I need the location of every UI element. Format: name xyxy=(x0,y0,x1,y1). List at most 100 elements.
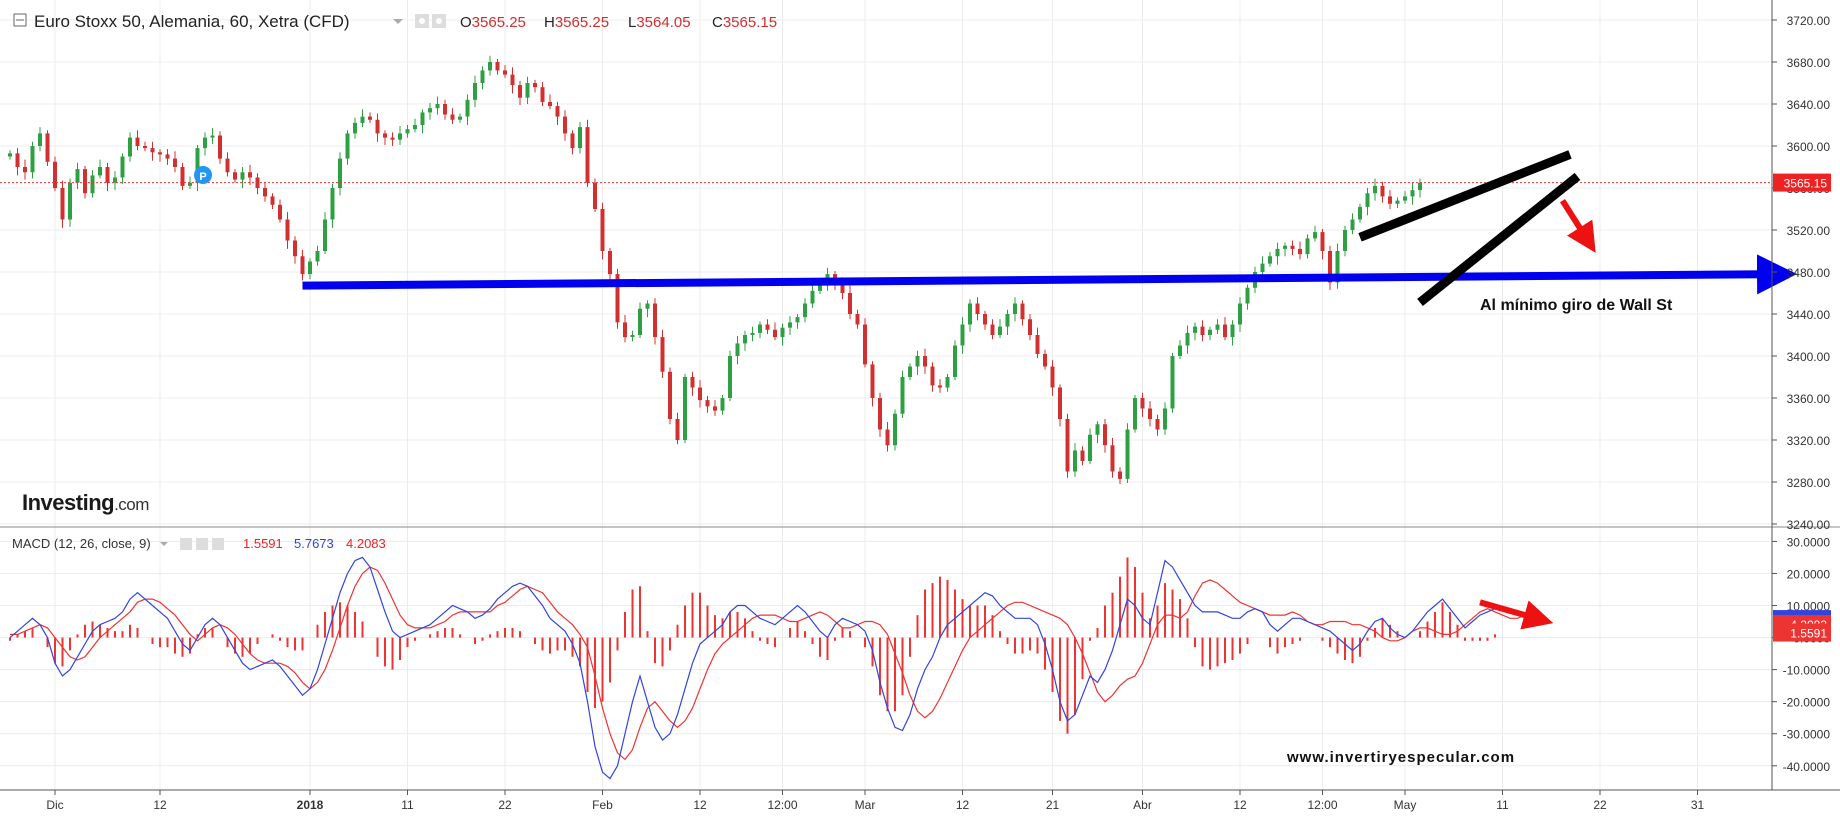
candle-body xyxy=(540,87,545,102)
price-tick-label: 3320.00 xyxy=(1787,434,1831,448)
candle-body xyxy=(1388,196,1392,204)
candle-body xyxy=(810,290,815,304)
candle-body xyxy=(968,303,972,325)
candle-body xyxy=(105,167,110,183)
candle-body xyxy=(158,152,162,155)
candle-body xyxy=(975,303,980,314)
gear-icon[interactable] xyxy=(196,538,208,550)
drawings[interactable] xyxy=(302,150,1797,306)
chevron-down-icon[interactable] xyxy=(160,542,168,546)
candle-body xyxy=(615,274,620,323)
macd-tick-label: 10.0000 xyxy=(1787,600,1831,614)
macd-tick-label: 20.0000 xyxy=(1787,567,1831,581)
macd-grid xyxy=(0,540,1772,767)
support-line xyxy=(302,254,1797,295)
settings-icon[interactable] xyxy=(415,14,429,28)
symbol-header[interactable]: Euro Stoxx 50, Alemania, 60, Xetra (CFD)… xyxy=(13,12,777,31)
candle-body xyxy=(668,371,672,419)
marker-p-icon[interactable]: P xyxy=(194,166,212,184)
price-tick-label: 3360.00 xyxy=(1787,392,1831,406)
candle-body xyxy=(1088,434,1092,461)
macd-header[interactable]: MACD (12, 26, close, 9) 1.5591 5.7673 4.… xyxy=(12,536,386,551)
candle-body xyxy=(758,324,762,333)
candle-body xyxy=(1380,185,1385,197)
candle-body xyxy=(315,251,320,262)
last-price-tag xyxy=(1773,173,1831,192)
candle-body xyxy=(720,398,725,411)
candles xyxy=(8,55,1422,485)
investing-logo: Investing.com xyxy=(22,490,150,515)
candle-body xyxy=(443,104,447,115)
macd-label: MACD (12, 26, close, 9) xyxy=(12,536,151,551)
candle-body xyxy=(1320,232,1325,251)
hist-value-label: 1.5591 xyxy=(1790,627,1827,641)
candle-body xyxy=(563,116,567,134)
candle-body xyxy=(30,146,35,173)
settings-icon[interactable] xyxy=(180,538,192,550)
candle-body xyxy=(600,209,605,251)
candle-body xyxy=(135,137,140,146)
candle-body xyxy=(803,303,807,318)
candle-body xyxy=(1065,419,1070,472)
price-tick-label: 3680.00 xyxy=(1787,56,1831,70)
gear-icon[interactable] xyxy=(432,14,446,28)
candle-body xyxy=(368,116,372,120)
candle-body xyxy=(300,256,305,275)
macd-axis[interactable]: 30.000020.000010.00000.0000-10.0000-20.0… xyxy=(1772,535,1831,774)
candle-body xyxy=(218,135,222,159)
candle-body xyxy=(945,377,950,388)
candle-body xyxy=(930,366,935,386)
candle-body xyxy=(270,196,275,205)
candle-body xyxy=(83,169,87,194)
candle-body xyxy=(240,172,245,180)
candle-body xyxy=(188,182,192,186)
candle-body xyxy=(690,377,695,388)
candle-body xyxy=(398,133,402,140)
candle-body xyxy=(210,135,215,138)
candle-body xyxy=(578,127,582,149)
price-axis[interactable]: 3720.003680.003640.003600.003560.003520.… xyxy=(1772,14,1831,532)
time-axis[interactable]: Dic 12 2018 11 22 Feb 12 12:00 Mar 12 21 Abr 12 12:00… xyxy=(46,790,1704,812)
price-tick-label: 3240.00 xyxy=(1787,518,1831,532)
candle-body xyxy=(1050,366,1055,388)
candle-body xyxy=(1170,356,1175,409)
time-tick-label: 2018 xyxy=(297,798,324,812)
candle-body xyxy=(38,133,42,146)
candle-body xyxy=(90,175,95,194)
candle-body xyxy=(1343,230,1347,251)
macd-pane[interactable]: MACD (12, 26, close, 9) 1.5591 5.7673 4.… xyxy=(0,536,1772,780)
candle-body xyxy=(1395,200,1400,204)
candle-body xyxy=(345,133,350,159)
brand-name: Investing xyxy=(22,490,114,515)
brand-suffix: .com xyxy=(114,495,149,514)
macd-drawings[interactable] xyxy=(1479,599,1554,630)
candle-body xyxy=(263,188,267,197)
candle-body xyxy=(405,129,410,134)
ohlc-item: C3565.15 xyxy=(712,14,777,31)
candle-body xyxy=(413,125,417,130)
watermark-url: www.invertiryespecular.com xyxy=(1286,749,1515,766)
candle-body xyxy=(248,172,252,178)
candle-body xyxy=(630,335,635,338)
price-tick-label: 3720.00 xyxy=(1787,14,1831,28)
time-tick-label: 12 xyxy=(1233,798,1247,812)
candle-body xyxy=(638,308,642,335)
time-tick-label: Dic xyxy=(46,798,63,812)
candle-body xyxy=(23,167,27,173)
chevron-down-icon[interactable] xyxy=(393,19,403,24)
candle-body xyxy=(593,182,597,209)
candle-body xyxy=(1328,251,1332,283)
collapse-icon[interactable] xyxy=(13,13,27,27)
candle-body xyxy=(1238,303,1242,325)
candle-body xyxy=(1358,206,1362,220)
candle-body xyxy=(698,387,702,401)
close-icon[interactable] xyxy=(212,538,224,550)
price-pane[interactable]: Al mínimo giro de Wall St Investing.com … xyxy=(0,0,1797,790)
candle-body xyxy=(150,148,155,153)
candle-body xyxy=(323,219,327,251)
candle-body xyxy=(1185,332,1190,346)
candle-body xyxy=(960,324,965,346)
candle-body xyxy=(383,133,387,138)
candle-body xyxy=(585,127,590,183)
